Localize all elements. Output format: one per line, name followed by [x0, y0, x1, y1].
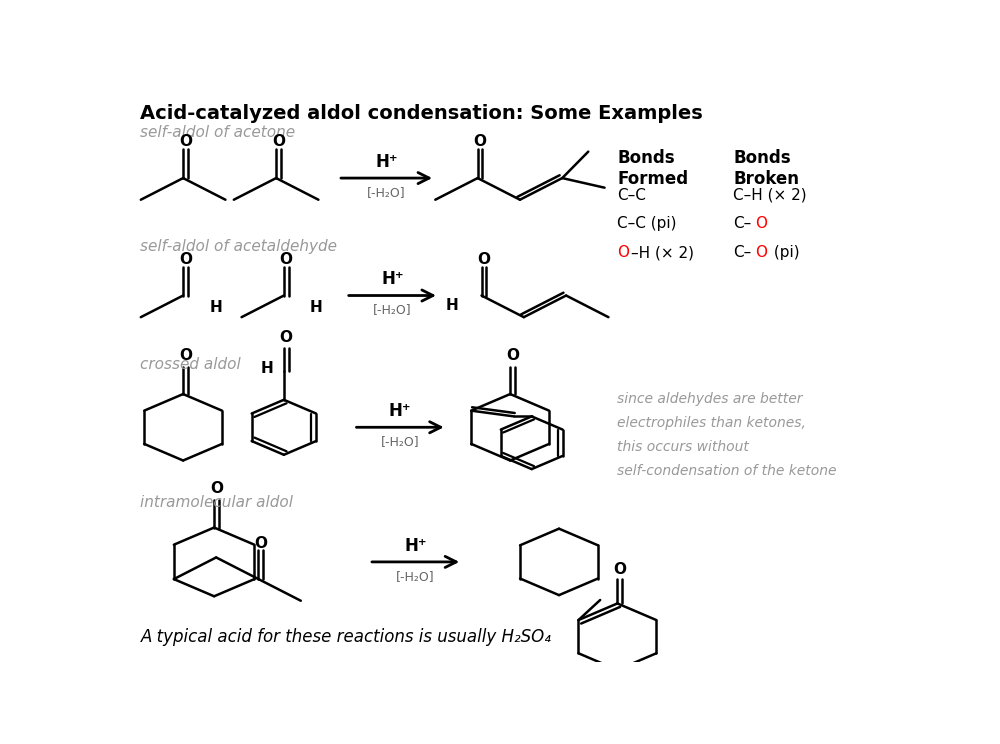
Text: H⁺: H⁺ — [404, 537, 427, 555]
Text: H⁺: H⁺ — [389, 403, 411, 420]
Text: H: H — [260, 361, 273, 376]
Text: O: O — [473, 135, 486, 150]
Text: O: O — [755, 245, 767, 260]
Text: this occurs without: this occurs without — [617, 440, 749, 454]
Text: O: O — [254, 536, 267, 551]
Text: H⁺: H⁺ — [375, 153, 398, 171]
Text: A typical acid for these reactions is usually H₂SO₄: A typical acid for these reactions is us… — [140, 628, 551, 646]
Text: Bonds
Broken: Bonds Broken — [733, 150, 799, 188]
Text: H: H — [209, 300, 222, 315]
Text: C–C: C–C — [617, 187, 646, 203]
Text: electrophiles than ketones,: electrophiles than ketones, — [617, 416, 806, 430]
Text: Bonds
Formed: Bonds Formed — [617, 150, 688, 188]
Text: H: H — [446, 298, 459, 312]
Text: since aldehydes are better: since aldehydes are better — [617, 391, 803, 405]
Text: O: O — [272, 135, 285, 150]
Text: H⁺: H⁺ — [381, 271, 404, 289]
Text: O: O — [755, 217, 767, 231]
Text: (pi): (pi) — [769, 245, 800, 260]
Text: self-aldol of acetaldehyde: self-aldol of acetaldehyde — [140, 240, 338, 254]
Text: C–H (× 2): C–H (× 2) — [733, 187, 807, 203]
Text: –H (× 2): –H (× 2) — [631, 245, 694, 260]
Text: O: O — [179, 252, 192, 267]
Text: intramolecular aldol: intramolecular aldol — [140, 496, 294, 510]
Text: C–C (pi): C–C (pi) — [617, 217, 677, 231]
Text: O: O — [179, 347, 192, 362]
Text: Acid-catalyzed aldol condensation: Some Examples: Acid-catalyzed aldol condensation: Some … — [140, 103, 703, 123]
Text: C–: C– — [733, 217, 752, 231]
Text: [-H₂O]: [-H₂O] — [381, 435, 419, 448]
Text: self-condensation of the ketone: self-condensation of the ketone — [617, 464, 837, 478]
Text: O: O — [617, 245, 629, 260]
Text: O: O — [506, 347, 519, 362]
Text: [-H₂O]: [-H₂O] — [396, 570, 435, 583]
Text: O: O — [210, 481, 223, 496]
Text: O: O — [280, 252, 293, 267]
Text: self-aldol of acetone: self-aldol of acetone — [140, 125, 296, 140]
Text: O: O — [477, 252, 490, 267]
Text: [-H₂O]: [-H₂O] — [373, 304, 412, 316]
Text: O: O — [613, 562, 626, 577]
Text: [-H₂O]: [-H₂O] — [367, 186, 406, 199]
Text: C–: C– — [733, 245, 752, 260]
Text: crossed aldol: crossed aldol — [140, 357, 241, 372]
Text: O: O — [280, 330, 293, 345]
Text: H: H — [310, 300, 323, 315]
Text: O: O — [179, 135, 192, 150]
